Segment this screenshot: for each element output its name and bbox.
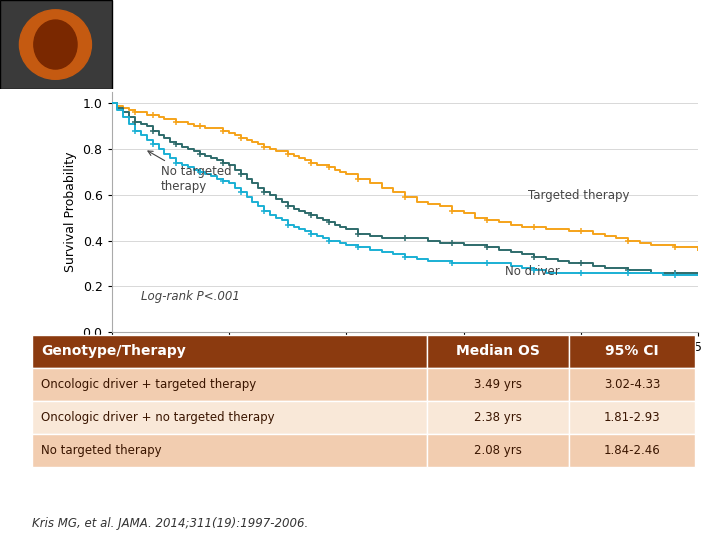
Text: Kris MG, et al. JAMA. 2014;311(19):1997-2006.: Kris MG, et al. JAMA. 2014;311(19):1997-…	[32, 517, 309, 530]
Text: Survival By Use of Targeted Therapy: Survival By Use of Targeted Therapy	[199, 57, 629, 77]
Text: Oncologic driver + targeted therapy: Oncologic driver + targeted therapy	[41, 378, 256, 391]
Text: No driver: No driver	[505, 265, 559, 278]
Text: 2.08 yrs: 2.08 yrs	[474, 444, 522, 457]
FancyBboxPatch shape	[0, 0, 112, 89]
Text: No targeted therapy: No targeted therapy	[41, 444, 162, 457]
Text: 2.38 yrs: 2.38 yrs	[474, 411, 522, 424]
Text: Targeted therapy: Targeted therapy	[528, 190, 630, 202]
Ellipse shape	[19, 10, 91, 79]
Text: Log-rank P<.001: Log-rank P<.001	[141, 291, 240, 303]
X-axis label: Years: Years	[387, 359, 423, 372]
Y-axis label: Survival Probability: Survival Probability	[64, 152, 77, 272]
Text: 1.81-2.93: 1.81-2.93	[603, 411, 660, 424]
Text: Median OS: Median OS	[456, 345, 540, 359]
Text: 3.02-4.33: 3.02-4.33	[603, 378, 660, 391]
Text: 95% CI: 95% CI	[605, 345, 659, 359]
Text: Oncologic driver + no targeted therapy: Oncologic driver + no targeted therapy	[41, 411, 274, 424]
Text: Why Does Testing Matter?: Why Does Testing Matter?	[260, 17, 568, 37]
Text: 3.49 yrs: 3.49 yrs	[474, 378, 522, 391]
Ellipse shape	[34, 20, 77, 69]
Text: Genotype/Therapy: Genotype/Therapy	[41, 345, 186, 359]
Text: No targeted
therapy: No targeted therapy	[148, 151, 232, 193]
Text: 1.84-2.46: 1.84-2.46	[603, 444, 660, 457]
